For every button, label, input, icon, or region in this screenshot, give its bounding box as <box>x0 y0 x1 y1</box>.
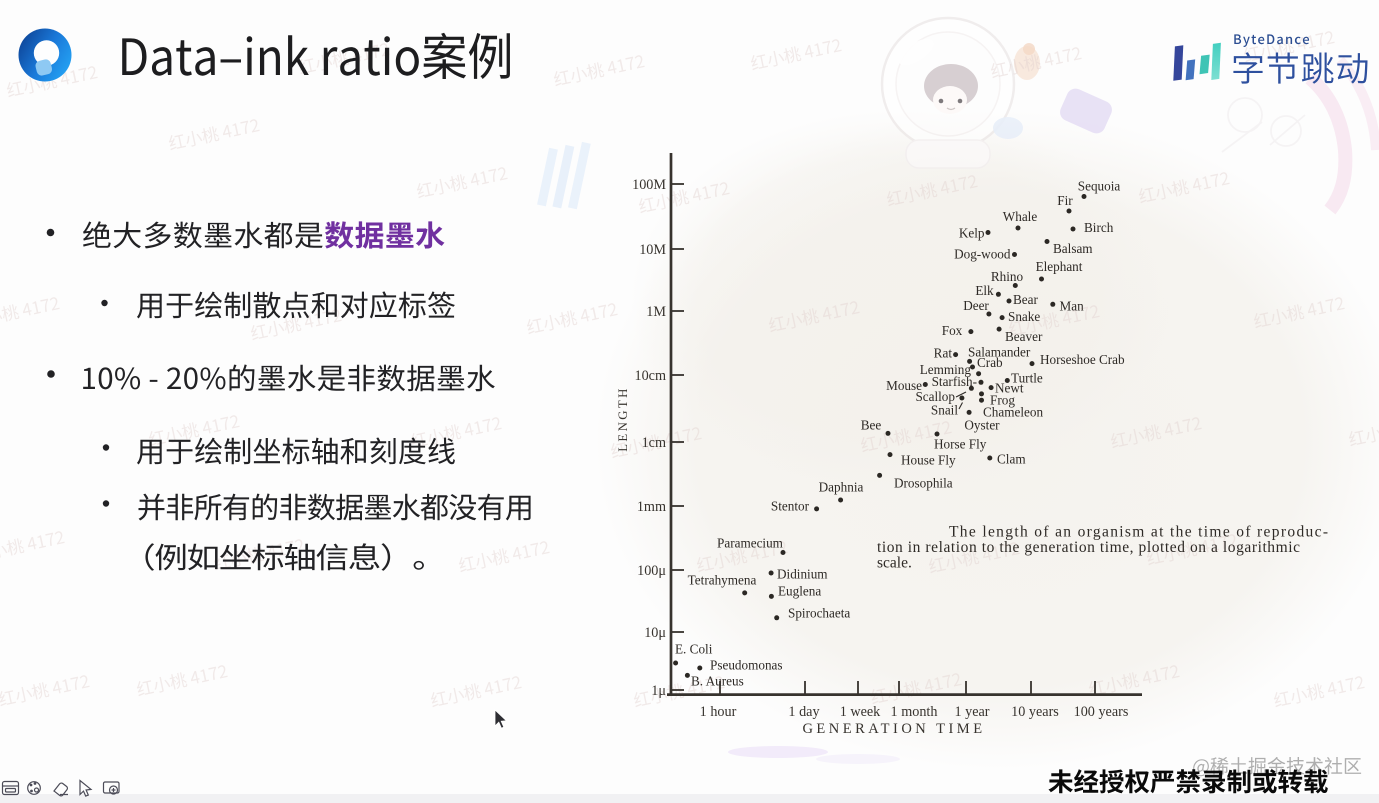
svg-text:Bee: Bee <box>861 418 882 433</box>
svg-text:The length of an organism at t: The length of an organism at the time of… <box>949 524 1328 541</box>
svg-text:Dog-wood: Dog-wood <box>954 247 1011 262</box>
svg-text:LENGTH: LENGTH <box>616 386 630 452</box>
svg-text:E. Coli: E. Coli <box>675 642 713 657</box>
svg-text:Paramecium: Paramecium <box>717 536 784 551</box>
svg-text:Turtle: Turtle <box>1011 371 1043 386</box>
svg-text:Fir: Fir <box>1057 193 1073 208</box>
svg-text:10 years: 10 years <box>1011 704 1059 720</box>
svg-text:Didinium: Didinium <box>777 567 828 582</box>
svg-text:Salamander: Salamander <box>968 345 1031 360</box>
svg-text:1 year: 1 year <box>954 704 989 720</box>
svg-text:1M: 1M <box>646 304 666 320</box>
svg-text:Chameleon: Chameleon <box>983 405 1043 420</box>
svg-text:Lemming: Lemming <box>920 362 972 377</box>
svg-text:Elk: Elk <box>975 283 994 298</box>
svg-text:Mouse: Mouse <box>886 378 922 393</box>
svg-text:1μ: 1μ <box>651 683 666 699</box>
svg-text:House Fly: House Fly <box>901 453 956 468</box>
svg-text:100μ: 100μ <box>637 563 666 579</box>
svg-text:Frog: Frog <box>990 393 1015 408</box>
svg-text:100 years: 100 years <box>1074 704 1129 720</box>
svg-text:Horseshoe Crab: Horseshoe Crab <box>1040 352 1125 367</box>
svg-text:Rhino: Rhino <box>991 269 1024 284</box>
svg-text:10cm: 10cm <box>634 368 666 384</box>
svg-text:1 day: 1 day <box>788 704 820 720</box>
svg-text:Fox: Fox <box>942 323 963 338</box>
svg-text:Birch: Birch <box>1084 220 1114 235</box>
svg-text:Newt: Newt <box>995 381 1024 396</box>
svg-text:Balsam: Balsam <box>1053 241 1093 256</box>
svg-text:Snail: Snail <box>931 403 958 418</box>
svg-text:Beaver: Beaver <box>1005 329 1043 344</box>
svg-text:GENERATION TIME: GENERATION TIME <box>802 721 985 737</box>
svg-text:Scallop: Scallop <box>915 389 955 404</box>
svg-text:Spirochaeta: Spirochaeta <box>788 606 850 621</box>
svg-text:tion in relation to the genera: tion in relation to the generation time,… <box>877 539 1300 556</box>
svg-text:B. Aureus: B. Aureus <box>691 674 744 689</box>
svg-text:Deer: Deer <box>963 298 989 313</box>
svg-text:Oyster: Oyster <box>964 418 1000 433</box>
svg-text:Tetrahymena: Tetrahymena <box>688 573 757 588</box>
svg-text:Rat: Rat <box>934 346 953 361</box>
svg-text:10M: 10M <box>639 242 666 258</box>
svg-text:Stentor: Stentor <box>771 499 810 514</box>
svg-text:10μ: 10μ <box>644 625 666 641</box>
svg-text:1cm: 1cm <box>642 435 666 451</box>
svg-text:Crab: Crab <box>977 355 1003 370</box>
svg-text:Man: Man <box>1060 299 1085 314</box>
svg-text:Horse Fly: Horse Fly <box>934 437 987 452</box>
svg-text:Sequoia: Sequoia <box>1078 179 1121 194</box>
svg-text:1mm: 1mm <box>637 499 666 515</box>
svg-text:Pseudomonas: Pseudomonas <box>710 658 783 673</box>
svg-text:Kelp: Kelp <box>959 226 985 241</box>
svg-text:scale.: scale. <box>877 555 912 572</box>
svg-text:Starfish-: Starfish- <box>932 374 977 389</box>
svg-text:Daphnia: Daphnia <box>819 480 864 495</box>
svg-text:Whale: Whale <box>1003 209 1038 224</box>
svg-text:1 week: 1 week <box>840 704 881 720</box>
svg-text:1 hour: 1 hour <box>700 704 737 720</box>
svg-text:Bear: Bear <box>1013 292 1039 307</box>
svg-text:Euglena: Euglena <box>778 584 821 599</box>
svg-text:1 month: 1 month <box>891 704 938 720</box>
svg-text:100M: 100M <box>632 177 666 193</box>
svg-text:Clam: Clam <box>997 452 1026 467</box>
svg-text:Elephant: Elephant <box>1036 259 1083 274</box>
svg-text:Snake: Snake <box>1008 309 1040 324</box>
svg-text:Drosophila: Drosophila <box>894 476 953 491</box>
